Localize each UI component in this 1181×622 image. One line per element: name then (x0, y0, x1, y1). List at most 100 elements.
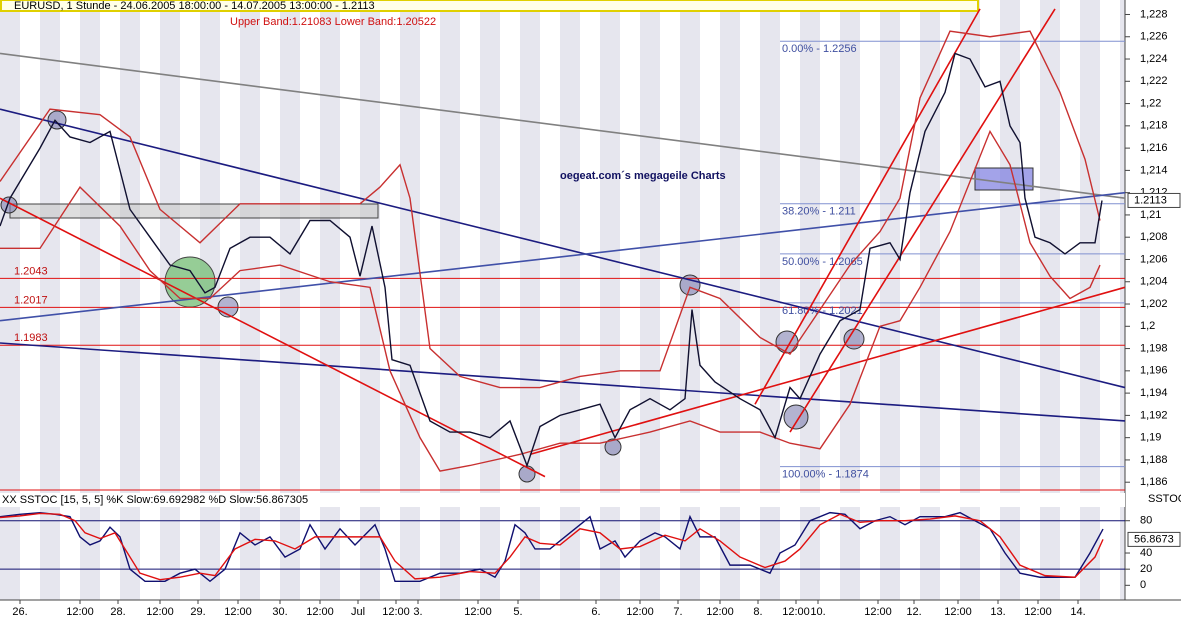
trend-line (754, 8, 981, 405)
trend-line (0, 108, 1126, 389)
stoch-title: XX SSTOC [15, 5, 5] %K Slow:69.692982 %D… (2, 494, 308, 506)
y-tick-label: 0 (1140, 579, 1146, 591)
x-tick-label: 12:00 (306, 606, 334, 618)
day-stripe (520, 0, 540, 600)
day-stripe (360, 0, 380, 600)
stoch-header (0, 493, 1125, 507)
x-tick-label: Jul (351, 606, 365, 618)
y-tick-label: 1,214 (1140, 164, 1168, 176)
trend-line (0, 191, 1126, 322)
y-tick-label: 1,192 (1140, 409, 1168, 421)
day-stripe (1000, 0, 1020, 600)
y-tick-label: 80 (1140, 515, 1152, 527)
stoch-axis-label: SSTOC (1148, 493, 1181, 505)
y-tick-label: 1,21 (1140, 209, 1161, 221)
axis-panel (1125, 0, 1181, 622)
series-line (0, 129, 1101, 472)
last-value-box (1127, 192, 1181, 208)
y-tick-label: 1,204 (1140, 276, 1168, 288)
day-stripe (560, 0, 580, 600)
day-stripe (440, 0, 460, 600)
fib-label: 38.20% - 1.211 (782, 206, 856, 218)
last-value-box (1127, 531, 1181, 547)
x-tick-label: 5. (513, 606, 522, 618)
x-tick-label: 12:00 (944, 606, 972, 618)
day-stripe (1080, 0, 1100, 600)
last-value-label: 1.2113 (1134, 194, 1167, 206)
chart-subtitle: Upper Band:1.21083 Lower Band:1.20522 (230, 16, 436, 28)
day-stripe (840, 0, 860, 600)
y-tick-label: 1,202 (1140, 298, 1168, 310)
x-tick-label: 12:00 (706, 606, 734, 618)
x-tick-label: 14. (1070, 606, 1085, 618)
x-tick-label: 3. (413, 606, 422, 618)
title-box (0, 0, 979, 12)
h-line-label: 1.1983 (14, 332, 48, 344)
y-tick-label: 1,188 (1140, 454, 1168, 466)
trend-line (789, 8, 1056, 433)
y-tick-label: 1,228 (1140, 8, 1168, 20)
annotation: oegeat.com´s megageile Charts (560, 170, 726, 182)
marker-circle (843, 328, 865, 350)
series-line (0, 52, 1103, 468)
trend-line (0, 52, 1126, 200)
marker-circle (47, 110, 67, 130)
x-tick-label: 12. (906, 606, 921, 618)
day-stripe (880, 0, 900, 600)
day-stripe (40, 0, 60, 600)
day-stripe (920, 0, 940, 600)
day-stripe (1120, 0, 1125, 600)
fib-label: 50.00% - 1.2065 (782, 256, 863, 268)
day-stripe (80, 0, 100, 600)
fib-label: 100.00% - 1.1874 (782, 469, 869, 481)
y-tick-label: 1,226 (1140, 31, 1168, 43)
last-value-label: 56.8673 (1134, 533, 1174, 545)
day-stripe (0, 0, 20, 600)
day-stripes (0, 0, 1125, 600)
y-tick-label: 1,218 (1140, 120, 1168, 132)
marker-circle (783, 404, 809, 430)
x-tick-label: 8. (753, 606, 762, 618)
x-tick-label: 12:00 (626, 606, 654, 618)
day-stripe (320, 0, 340, 600)
y-tick-label: 1,196 (1140, 365, 1168, 377)
day-stripe (480, 0, 500, 600)
h-line-label: 1.2017 (14, 294, 48, 306)
y-tick-label: 1,19 (1140, 432, 1161, 444)
x-tick-label: 29. (190, 606, 205, 618)
x-tick-label: 7. (673, 606, 682, 618)
x-tick-label: 30. (272, 606, 287, 618)
x-tick-label: 13. (990, 606, 1005, 618)
marker-circle (518, 465, 536, 483)
x-tick-label: 12:00 (464, 606, 492, 618)
x-tick-label: 12:00 (782, 606, 810, 618)
day-stripe (1040, 0, 1060, 600)
y-tick-label: 1,208 (1140, 231, 1168, 243)
day-stripe (400, 0, 420, 600)
chart-title: EURUSD, 1 Stunde - 24.06.2005 18:00:00 -… (14, 0, 375, 12)
marker-circle (604, 438, 622, 456)
x-tick-label: 12:00 (66, 606, 94, 618)
h-line-label: 1.2043 (14, 265, 48, 277)
x-tick-label: 12:00 (382, 606, 410, 618)
y-tick-label: 1,216 (1140, 142, 1168, 154)
x-tick-label: 12:00 (146, 606, 174, 618)
day-stripe (280, 0, 300, 600)
x-tick-label: 28. (110, 606, 125, 618)
day-stripe (960, 0, 980, 600)
fib-label: 0.00% - 1.2256 (782, 43, 857, 55)
series-line (0, 512, 1104, 581)
y-tick-label: 1,186 (1140, 476, 1168, 488)
y-tick-label: 1,206 (1140, 253, 1168, 265)
x-tick-label: 12:00 (864, 606, 892, 618)
x-tick-label: 6. (591, 606, 600, 618)
day-stripe (200, 0, 220, 600)
y-tick-label: 1,194 (1140, 387, 1168, 399)
x-tick-label: 12:00 (224, 606, 252, 618)
x-tick-label: 26. (12, 606, 27, 618)
day-stripe (240, 0, 260, 600)
y-tick-label: 1,2 (1140, 320, 1155, 332)
day-stripe (640, 0, 660, 600)
y-tick-label: 1,222 (1140, 75, 1168, 87)
